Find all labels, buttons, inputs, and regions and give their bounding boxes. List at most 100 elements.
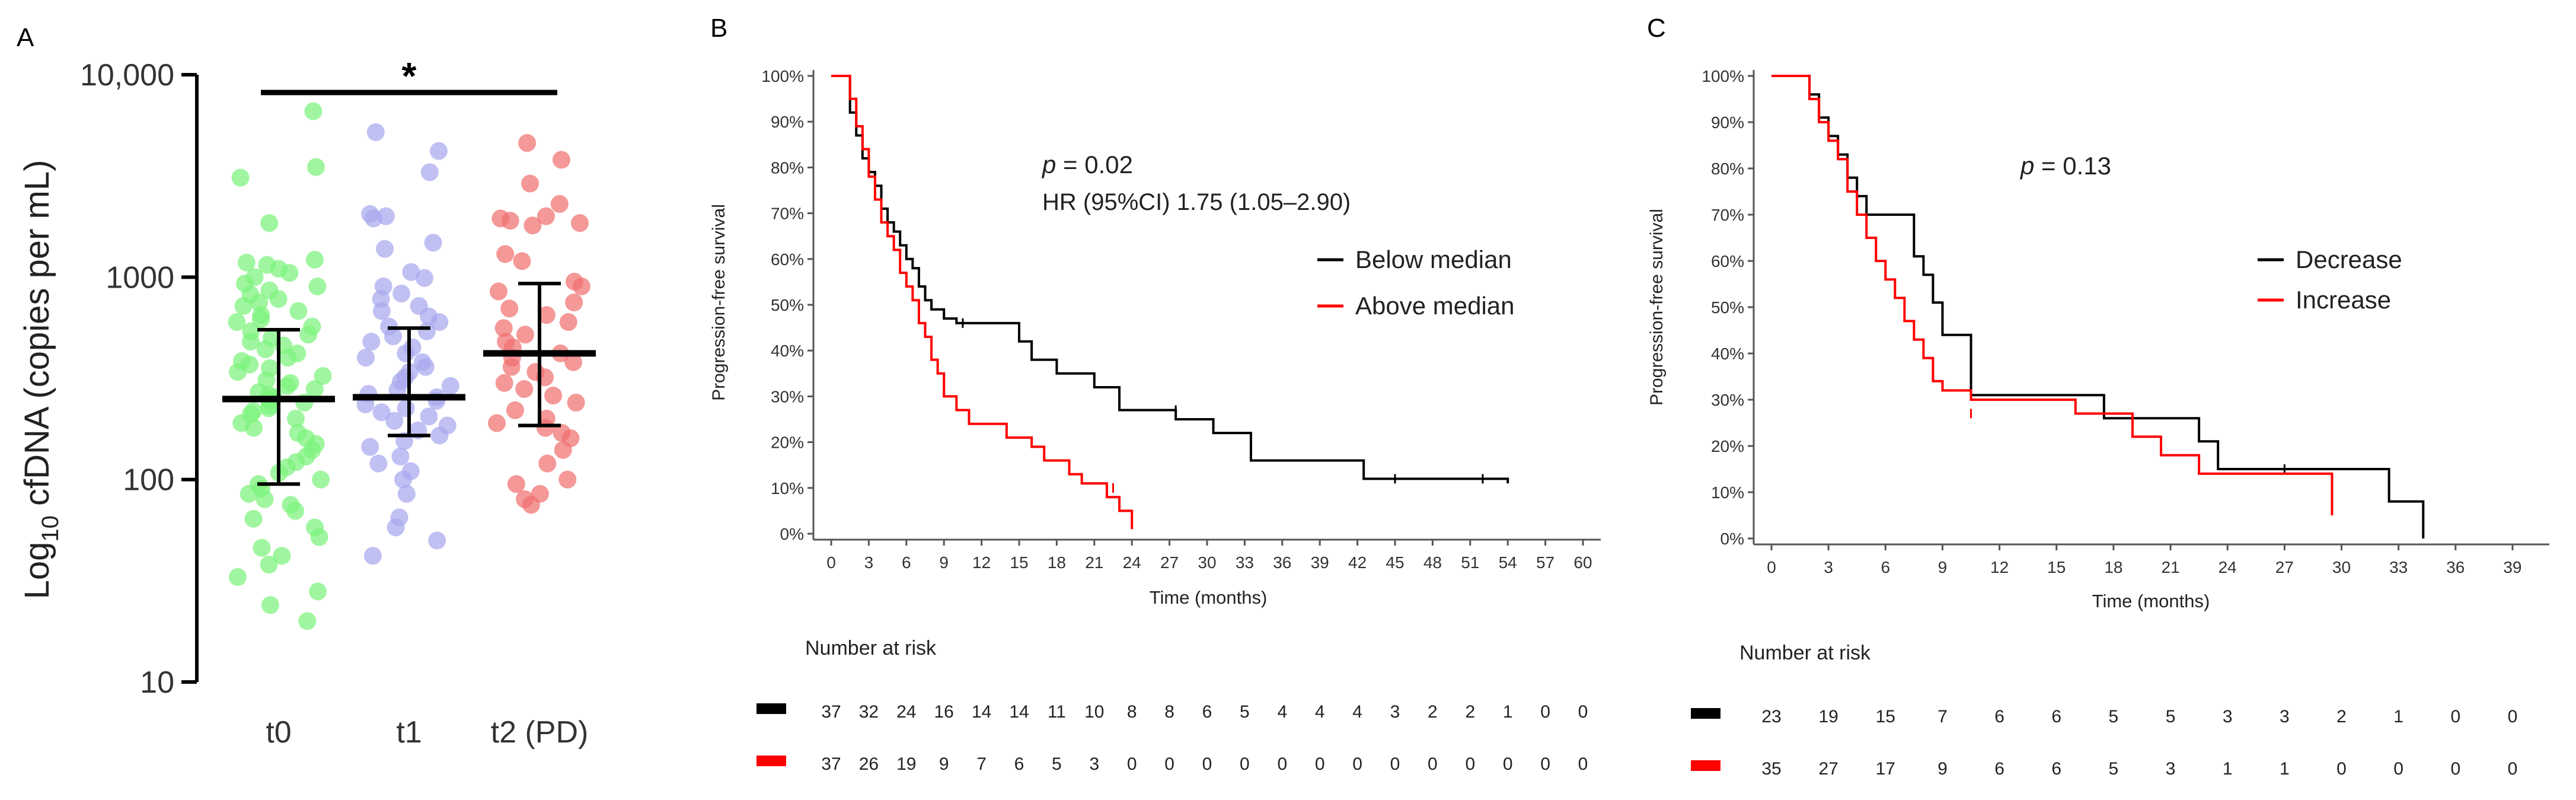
risk-table-count: 6 bbox=[2051, 707, 2061, 726]
risk-table-count: 6 bbox=[1994, 707, 2004, 726]
risk-table-count: 4 bbox=[1352, 702, 1362, 722]
panel-c-y-tick-label: 20% bbox=[1711, 437, 1744, 455]
panel-a-data-point bbox=[495, 374, 513, 392]
panel-c-x-tick-label: 18 bbox=[2104, 558, 2122, 576]
panel-a-data-point bbox=[314, 366, 332, 385]
risk-table-count: 23 bbox=[1761, 707, 1781, 726]
panel-a-data-point bbox=[299, 326, 318, 344]
panel-c-x-tick-label: 39 bbox=[2503, 558, 2521, 576]
panel-a-x-tick-label: t1 bbox=[396, 715, 422, 750]
risk-table-count: 0 bbox=[1240, 754, 1250, 774]
panel-a-data-point bbox=[506, 401, 524, 419]
panel-a-data-point bbox=[518, 134, 537, 152]
risk-table-count: 2 bbox=[1428, 702, 1438, 722]
panel-a-data-point bbox=[372, 302, 391, 320]
panel-b-x-tick-label: 6 bbox=[902, 553, 911, 572]
panel-a-y-tick-label: 10,000 bbox=[80, 58, 174, 93]
panel-b-x-tick-label: 15 bbox=[1010, 553, 1028, 572]
panel-a-data-point bbox=[537, 306, 556, 324]
risk-table-count: 32 bbox=[859, 702, 879, 722]
panel-a-data-point bbox=[308, 277, 327, 295]
panel-a-data-point bbox=[430, 426, 449, 445]
panel-a-y-label-prefix: Log bbox=[18, 542, 56, 600]
panel-a-data-point bbox=[394, 470, 413, 489]
panel-c-p-value: p = 0.13 bbox=[2019, 152, 2111, 180]
panel-b-x-tick-label: 3 bbox=[864, 553, 874, 572]
km-curve-below-median bbox=[831, 75, 1509, 484]
panel-b-hazard-ratio: HR (95%CI) 1.75 (1.05–2.90) bbox=[1042, 189, 1351, 215]
risk-table-count: 0 bbox=[1202, 754, 1212, 774]
risk-table-count: 5 bbox=[2109, 707, 2119, 726]
panel-a-data-point bbox=[554, 441, 572, 459]
panel-a-data-point bbox=[516, 326, 534, 344]
panel-a-data-point bbox=[260, 399, 278, 417]
panel-c-x-tick-label: 36 bbox=[2446, 558, 2465, 576]
panel-b-x-tick-label: 9 bbox=[939, 553, 949, 572]
risk-table-count: 3 bbox=[2280, 707, 2290, 726]
risk-table-count: 0 bbox=[1315, 754, 1325, 774]
panel-a-data-point bbox=[558, 470, 577, 489]
risk-table-count: 0 bbox=[2393, 759, 2403, 779]
panel-a-data-point bbox=[240, 485, 258, 503]
panel-c-y-tick-label: 0% bbox=[1720, 530, 1744, 548]
panel-a-data-point bbox=[310, 528, 328, 546]
risk-table-count: 8 bbox=[1164, 702, 1174, 722]
risk-table-count: 19 bbox=[896, 754, 916, 774]
panel-a-data-point bbox=[565, 293, 583, 311]
panel-c-y-tick-label: 10% bbox=[1711, 483, 1744, 502]
panel-a-data-point bbox=[369, 454, 388, 473]
risk-table-count: 16 bbox=[934, 702, 954, 722]
risk-table-count: 7 bbox=[1937, 707, 1948, 726]
panel-a-data-point bbox=[305, 380, 324, 399]
panel-a-data-point bbox=[392, 284, 411, 302]
panel-a-data-point bbox=[420, 163, 439, 181]
panel-b-y-tick-label: 30% bbox=[771, 387, 804, 406]
panel-c-y-tick-label: 100% bbox=[1702, 67, 1744, 85]
panel-a-data-point bbox=[372, 403, 391, 422]
panel-b-x-tick-label: 21 bbox=[1085, 553, 1103, 572]
risk-table-count: 6 bbox=[1994, 759, 2004, 779]
panel-a-data-point bbox=[489, 282, 507, 301]
panel-a-data-point bbox=[420, 407, 438, 426]
panel-a-data-point bbox=[550, 195, 569, 213]
risk-table-count: 2 bbox=[2336, 707, 2347, 726]
panel-a-data-point bbox=[307, 158, 325, 176]
panel-a-data-point bbox=[312, 470, 330, 489]
panel-c-x-tick-label: 27 bbox=[2275, 558, 2294, 576]
km-curve-decrease bbox=[1771, 75, 2425, 538]
panel-c-x-tick-label: 33 bbox=[2389, 558, 2408, 576]
risk-table-count: 26 bbox=[859, 754, 879, 774]
risk-table-count: 15 bbox=[1876, 707, 1895, 726]
panel-a-data-point bbox=[261, 596, 279, 614]
panel-a-data-point bbox=[244, 509, 263, 528]
panel-a-y-label-subscript: 10 bbox=[37, 515, 63, 542]
panel-a-data-point bbox=[507, 475, 525, 493]
panel-a-data-point bbox=[397, 485, 416, 503]
legend-label: Above median bbox=[1355, 292, 1515, 320]
panel-b-x-tick-label: 39 bbox=[1311, 553, 1329, 572]
panel-a-data-point bbox=[429, 142, 448, 160]
panel-c-x-tick-label: 21 bbox=[2161, 558, 2179, 576]
panel-c-x-tick-label: 3 bbox=[1824, 558, 1833, 576]
km-curve-increase bbox=[1771, 75, 2334, 515]
panel-a-data-point bbox=[387, 518, 405, 537]
panel-a-data-point bbox=[544, 387, 563, 405]
panel-a-y-tick-label: 10 bbox=[140, 665, 174, 700]
risk-table-count: 6 bbox=[1202, 702, 1212, 722]
panel-a-data-point bbox=[273, 547, 291, 565]
panel-a-data-point bbox=[252, 310, 270, 329]
legend-label: Increase bbox=[2296, 286, 2391, 314]
panel-a-data-point bbox=[260, 556, 278, 574]
panel-a-data-point bbox=[494, 319, 513, 337]
risk-table-count: 11 bbox=[1048, 702, 1066, 722]
panel-b-x-tick-label: 45 bbox=[1386, 553, 1404, 572]
risk-table-count: 3 bbox=[2223, 707, 2233, 726]
risk-table-count: 1 bbox=[2393, 707, 2403, 726]
panel-a-data-point bbox=[564, 353, 583, 371]
risk-table-count: 17 bbox=[1876, 759, 1895, 779]
panel-b-y-tick-label: 50% bbox=[771, 296, 804, 314]
risk-table-count: 0 bbox=[1164, 754, 1174, 774]
risk-table-count: 0 bbox=[1503, 754, 1513, 774]
panel-a-data-point bbox=[402, 263, 420, 281]
panel-a-data-point bbox=[278, 377, 296, 395]
